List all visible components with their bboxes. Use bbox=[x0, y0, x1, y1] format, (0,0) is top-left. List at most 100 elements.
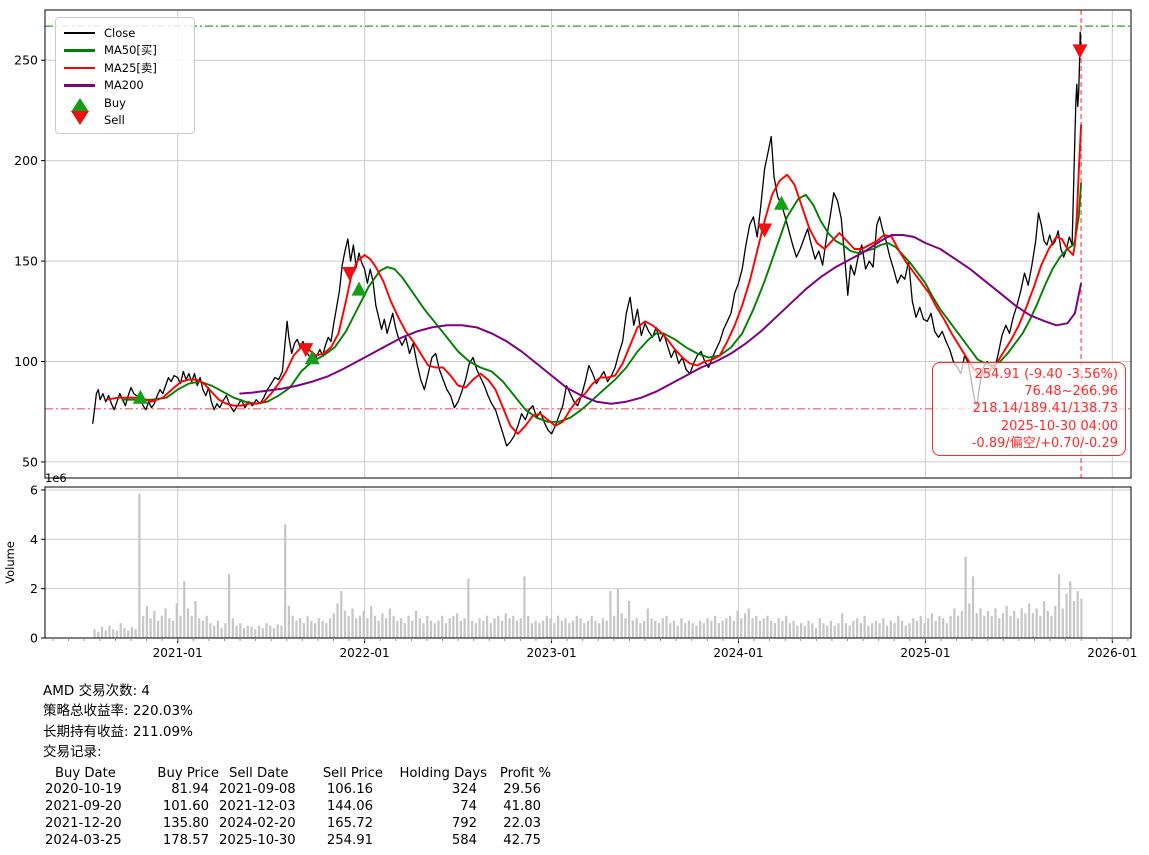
annotation-line-price: 254.91 (-9.40 -3.56%) bbox=[974, 367, 1118, 382]
x-tick-label: 2025-01 bbox=[900, 646, 950, 660]
trade-table-header: Buy Date Buy Price Sell Date Sell Price Hold… bbox=[43, 766, 551, 783]
legend-item-sell: Sell bbox=[64, 111, 186, 130]
sell-marker bbox=[342, 267, 358, 282]
volume-tick-label: 2 bbox=[30, 581, 38, 596]
summary-block: AMD 交易次数: 4 策略总收益率: 220.03% 长期持有收益: 211.… bbox=[43, 681, 551, 850]
cell: 165.72 bbox=[326, 816, 373, 832]
gridlines bbox=[45, 10, 1131, 638]
cell: 324 bbox=[451, 782, 477, 798]
cell: 178.57 bbox=[162, 832, 209, 848]
legend-item-ma200: MA200 bbox=[64, 77, 186, 95]
annotation-line-range: 76.48~266.96 bbox=[1024, 384, 1118, 400]
volume-tick-label: 0 bbox=[30, 631, 38, 646]
cell: 29.56 bbox=[503, 782, 541, 798]
cell: 2025-10-30 bbox=[219, 832, 296, 848]
trade-markers bbox=[132, 44, 1088, 404]
trade-table: Buy Date Buy Price Sell Date Sell Price Hold… bbox=[43, 766, 551, 850]
cell: 41.80 bbox=[503, 799, 541, 815]
price-annotation: 254.91 (-9.40 -3.56%) 76.48~266.96 218.1… bbox=[932, 362, 1126, 457]
legend-label: Close bbox=[104, 25, 136, 40]
legend: Close MA50[买] MA25[卖] MA200 Buy Sell bbox=[55, 17, 195, 134]
volume-axis-title: Volume bbox=[3, 541, 17, 584]
column-header: Buy Date bbox=[55, 765, 116, 781]
trade-table-row: 2021-09-20 101.60 2021-12-03 144.06 74 41.80 bbox=[43, 799, 551, 816]
cell: 254.91 bbox=[326, 832, 373, 848]
column-header: Holding Days bbox=[399, 765, 487, 781]
price-tick-label: 150 bbox=[14, 254, 38, 269]
cell: 792 bbox=[451, 816, 477, 832]
ma200-line-sample bbox=[64, 84, 95, 87]
price-tick-label: 250 bbox=[14, 53, 38, 68]
price-tick-label: 100 bbox=[14, 354, 38, 369]
trade-table-row: 2024-03-25 178.57 2025-10-30 254.91 584 42.75 bbox=[43, 833, 551, 850]
volume-scale-label: 1e6 bbox=[45, 471, 67, 485]
legend-label: Sell bbox=[104, 113, 125, 128]
annotation-line-signal: -0.89/偏空/+0.70/-0.29 bbox=[971, 435, 1118, 451]
legend-item-ma25: MA25[卖] bbox=[64, 59, 186, 77]
volume-tick-label: 4 bbox=[30, 532, 38, 547]
ma50-line-sample bbox=[64, 49, 95, 52]
column-header: Sell Date bbox=[229, 765, 289, 781]
x-tick-label: 2021-01 bbox=[153, 646, 203, 660]
buy-marker bbox=[304, 350, 320, 365]
legend-item-buy: Buy bbox=[64, 94, 186, 112]
axes: 50 100 150 200 250 0 2 4 6 2021-01 2022-01 2023-01 2… bbox=[3, 9, 1137, 660]
legend-label: MA50[买] bbox=[104, 43, 157, 58]
column-header: Profit % bbox=[499, 765, 551, 781]
x-tick-label: 2023-01 bbox=[526, 646, 576, 660]
volume-bars bbox=[93, 493, 1083, 638]
cell: 2021-12-20 bbox=[45, 816, 122, 832]
cell: 2024-03-25 bbox=[45, 832, 122, 848]
series-Close bbox=[92, 31, 1082, 447]
cell: 101.60 bbox=[162, 799, 209, 815]
trade-table-row: 2021-12-20 135.80 2024-02-20 165.72 792 22.03 bbox=[43, 816, 551, 833]
buy-marker bbox=[132, 389, 148, 404]
cell: 81.94 bbox=[171, 782, 209, 798]
cell: 74 bbox=[460, 799, 477, 815]
x-tick-label: 2022-01 bbox=[340, 646, 390, 660]
sell-marker bbox=[1072, 44, 1088, 59]
trade-record-label: 交易记录: bbox=[43, 744, 102, 761]
legend-label: MA200 bbox=[104, 78, 144, 93]
cell: 2021-09-20 bbox=[45, 799, 122, 815]
x-tick-label: 2024-01 bbox=[713, 646, 763, 660]
cell: 2024-02-20 bbox=[219, 816, 296, 832]
series-MA200 bbox=[239, 234, 1083, 405]
legend-item-close: Close bbox=[64, 24, 186, 42]
cell: 2020-10-19 bbox=[45, 782, 122, 798]
reference-lines bbox=[45, 10, 1131, 478]
sell-triangle-icon bbox=[64, 111, 95, 126]
hold-return-line: 长期持有收益: 211.09% bbox=[43, 723, 193, 740]
sell-marker bbox=[298, 343, 314, 358]
cell: 135.80 bbox=[162, 816, 209, 832]
volume-tick-label: 6 bbox=[30, 482, 38, 497]
price-tick-label: 50 bbox=[22, 454, 38, 469]
column-header: Sell Price bbox=[322, 765, 383, 781]
x-tick-label: 2026-01 bbox=[1087, 646, 1137, 660]
sell-marker bbox=[757, 223, 773, 238]
legend-item-ma50: MA50[买] bbox=[64, 42, 186, 60]
cell: 2021-12-03 bbox=[219, 799, 296, 815]
ma25-line-sample bbox=[64, 66, 95, 69]
cell: 42.75 bbox=[503, 832, 541, 848]
series-MA50[买] bbox=[121, 182, 1083, 423]
trade-table-row: 2020-10-19 81.94 2021-09-08 106.16 324 29.56 bbox=[43, 782, 551, 799]
column-header: Buy Price bbox=[157, 765, 219, 781]
strategy-return-line: 策略总收益率: 220.03% bbox=[43, 703, 193, 720]
annotation-line-date: 2025-10-30 04:00 bbox=[1000, 418, 1118, 434]
series-MA25[卖] bbox=[106, 124, 1083, 435]
price-tick-label: 200 bbox=[14, 153, 38, 168]
annotation-line-mas: 218.14/189.41/138.73 bbox=[972, 401, 1118, 417]
cell: 22.03 bbox=[503, 816, 541, 832]
buy-marker bbox=[773, 195, 789, 210]
cell: 144.06 bbox=[326, 799, 373, 815]
legend-label: MA25[卖] bbox=[104, 60, 157, 75]
buy-triangle-icon bbox=[64, 97, 95, 112]
trade-count-line: AMD 交易次数: 4 bbox=[43, 683, 150, 699]
buy-marker bbox=[351, 281, 367, 296]
cell: 2021-09-08 bbox=[219, 782, 296, 798]
legend-label: Buy bbox=[104, 95, 126, 110]
close-line-sample bbox=[64, 31, 95, 34]
cell: 106.16 bbox=[326, 782, 373, 798]
